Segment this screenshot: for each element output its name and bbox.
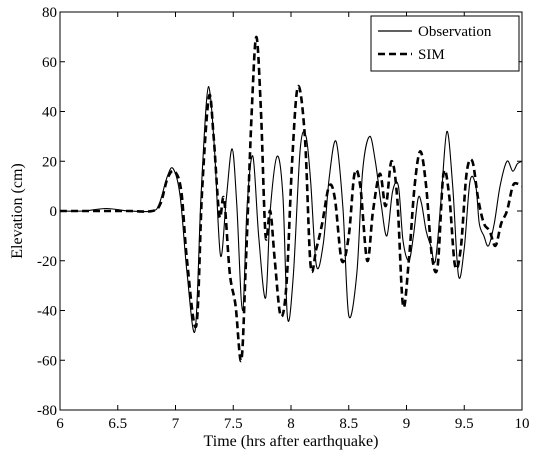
x-tick-label: 9 [403,416,411,432]
x-tick-label: 8 [287,416,295,432]
x-tick-label: 6.5 [108,416,127,432]
x-tick-label: 7.5 [224,416,243,432]
y-tick-label: 60 [42,55,57,71]
y-tick-label: 40 [42,105,57,121]
y-axis-label: Elevation (cm) [9,163,26,259]
x-tick-label: 6 [56,416,64,432]
legend: Observation SIM [370,15,520,72]
axis-ticks: 6 6.5 7 7.5 8 8.5 9 9.5 10 -80 -60 -40 -20 0 20 40 60 80 [37,5,530,432]
x-tick-label: 7 [172,416,180,432]
x-tick-label: 8.5 [339,416,358,432]
y-tick-label: 0 [50,204,58,220]
y-tick-label: 20 [42,154,57,170]
series-lines [59,35,523,363]
x-axis-label: Time (hrs after earthquake) [204,433,379,450]
x-tick-label: 9.5 [455,416,474,432]
y-tick-label: -40 [37,304,57,320]
y-tick-label: -20 [37,254,57,270]
series-line-sim [59,35,523,363]
legend-box [370,15,520,72]
legend-observation-label: Observation [418,24,492,40]
x-tick-label: 10 [515,416,530,432]
y-tick-label: -80 [37,403,57,419]
y-tick-label: -60 [37,353,57,369]
y-tick-label: 80 [42,5,57,21]
legend-sim-label: SIM [418,47,445,63]
